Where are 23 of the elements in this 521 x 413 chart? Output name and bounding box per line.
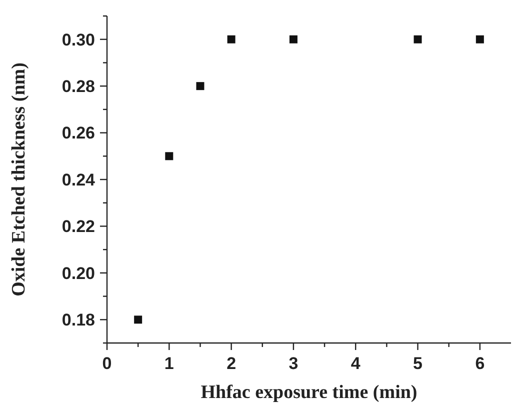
x-tick-label: 2 [226,354,236,373]
point [134,316,142,324]
x-tick-label: 0 [102,354,112,373]
x-tick-label: 6 [475,354,485,373]
y-tick-label: 0.30 [62,30,95,50]
x-tick-label: 1 [164,354,174,373]
y-axis-title: Oxide Etched thickness (nm) [8,62,30,296]
point [196,82,204,90]
y-tick-label: 0.26 [62,124,95,143]
y-tick-label: 0.28 [62,77,95,96]
y-tick-label: 0.22 [62,217,95,236]
y-tick-label: 0.24 [62,170,96,190]
x-axis-title: Hhfac exposure time (min) [200,382,418,403]
point [414,35,422,44]
x-tick-label: 4 [350,354,361,373]
point [165,152,174,160]
y-tick-label: 0.20 [62,264,95,283]
y-tick-label: 0.18 [62,310,95,330]
point [289,35,298,44]
point [227,35,236,44]
x-tick-label: 5 [413,354,423,373]
point [476,35,484,44]
x-tick-label: 3 [288,354,298,373]
